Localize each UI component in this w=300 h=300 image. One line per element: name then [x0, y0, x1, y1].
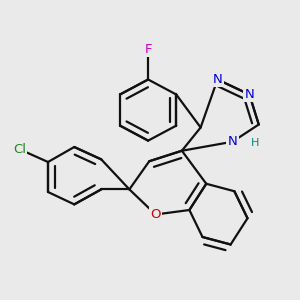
Text: H: H	[250, 138, 259, 148]
Text: O: O	[150, 208, 161, 221]
Text: N: N	[213, 73, 222, 86]
Text: Cl: Cl	[13, 143, 26, 156]
Text: N: N	[244, 88, 254, 101]
Text: N: N	[228, 135, 237, 148]
Text: F: F	[144, 43, 152, 56]
